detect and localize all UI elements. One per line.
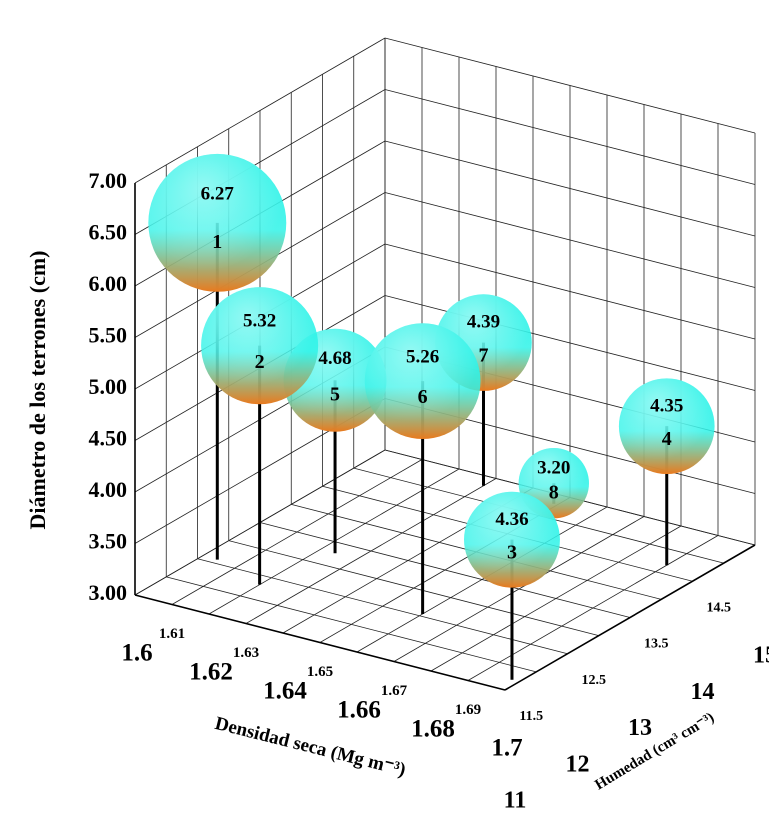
y-tick-label: 13.5 xyxy=(644,637,669,652)
y-tick-label: 15 xyxy=(753,643,769,669)
bubble-shine xyxy=(148,154,286,292)
value-label: 6.27 xyxy=(201,184,235,205)
y-tick-label: 11.5 xyxy=(519,709,543,724)
point-label: 3 xyxy=(507,542,517,564)
grid-line xyxy=(166,577,536,672)
z-tick-label: 6.00 xyxy=(89,271,128,296)
z-tick-label: 3.50 xyxy=(89,529,128,554)
y-tick-label: 12.5 xyxy=(582,673,607,688)
x-tick-label: 1.68 xyxy=(411,716,455,743)
z-tick-label: 4.00 xyxy=(89,477,128,502)
x-tick-label: 1.7 xyxy=(491,735,522,762)
point-label: 1 xyxy=(212,231,222,253)
bubble-shine xyxy=(464,492,560,588)
value-label: 4.36 xyxy=(495,509,528,530)
bubble-shine xyxy=(201,287,318,404)
x-tick-label: 1.65 xyxy=(307,664,333,680)
bubble-shine xyxy=(365,323,481,439)
x-tick-label: 1.64 xyxy=(263,678,307,705)
x-tick-label: 1.6 xyxy=(121,640,152,667)
z-tick-label: 3.00 xyxy=(89,580,128,605)
point-label: 4 xyxy=(662,428,672,450)
y-tick-label: 14 xyxy=(691,679,715,705)
y-tick-label: 13 xyxy=(628,715,652,741)
x-tick-label: 1.69 xyxy=(455,702,481,718)
point-label: 5 xyxy=(330,383,340,405)
z-tick-label: 5.00 xyxy=(89,374,128,399)
x-tick-label: 1.67 xyxy=(381,683,408,699)
z-axis-title: Diámetro de los terrones (cm) xyxy=(25,251,50,530)
value-label: 4.35 xyxy=(650,395,683,416)
value-label: 4.68 xyxy=(318,348,351,369)
point-label: 6 xyxy=(418,386,428,408)
point-label: 7 xyxy=(479,345,489,367)
value-label: 3.20 xyxy=(537,457,570,478)
bubbles: 4.39 7 3.20 8 6.27 1 4.68 5 5.32 2 4.35 4 5.26 6 4.36 3 xyxy=(148,154,714,680)
value-label: 4.39 xyxy=(467,312,500,333)
bubble-shine xyxy=(619,378,715,474)
x-tick-label: 1.63 xyxy=(233,645,259,661)
point-label: 8 xyxy=(549,481,559,503)
z-tick-label: 7.00 xyxy=(89,168,128,193)
value-label: 5.32 xyxy=(243,311,276,332)
y-tick-label: 12 xyxy=(566,751,590,777)
grid-line xyxy=(260,523,630,618)
point-label: 2 xyxy=(255,351,265,373)
z-tick-label: 5.50 xyxy=(89,323,128,348)
z-tick-label: 4.50 xyxy=(89,426,128,451)
x-tick-label: 1.61 xyxy=(159,626,185,642)
x-tick-label: 1.66 xyxy=(337,697,381,724)
y-tick-label: 14.5 xyxy=(707,600,732,615)
chart: 3.003.504.004.505.005.506.006.507.001.61… xyxy=(0,0,769,817)
value-label: 5.26 xyxy=(406,346,439,367)
x-tick-label: 1.62 xyxy=(189,659,233,686)
z-tick-label: 6.50 xyxy=(89,220,128,245)
y-axis-title: Humedad (cm³ cm⁻³) xyxy=(592,710,717,794)
y-tick-label: 11 xyxy=(504,788,527,814)
